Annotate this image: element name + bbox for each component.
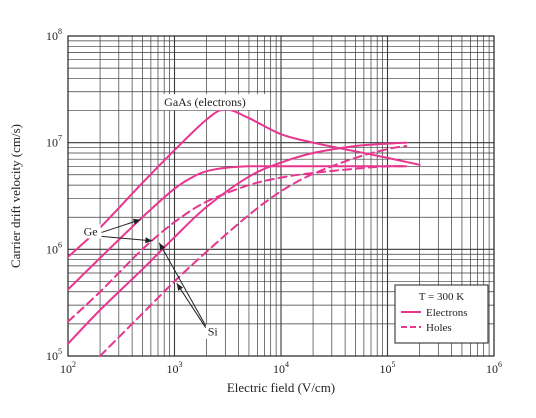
annotation-arrow [176,283,207,328]
annotation-arrowhead [145,237,153,244]
series-line-ge-holes [67,165,408,323]
series [67,108,421,357]
annotation-arrow [101,235,153,242]
x-tick-exponent: 6 [498,360,502,369]
y-tick-exponent: 5 [58,347,62,356]
series-line-gaas-electrons [67,108,421,258]
annotation-gaas: GaAs (electrons) [164,95,246,109]
x-tick-label: 102 [60,360,76,376]
ge-label-backdrop [80,224,101,239]
plot-frame [67,35,495,357]
annotation-arrowhead [133,218,141,225]
series-line-si-electrons [67,141,408,345]
x-tick-exponent: 4 [285,360,289,369]
annotation-arrowhead [176,283,184,291]
series-line-si-holes [99,145,408,357]
y-tick-label: 107 [46,134,62,150]
x-tick-label: 103 [167,360,183,376]
y-tick-exponent: 7 [58,134,62,143]
legend-label-electrons: Electrons [426,307,468,319]
annotation-si: Si [208,325,219,339]
si-label-backdrop [204,324,222,339]
gaas-label-backdrop [162,94,271,111]
y-tick-base: 10 [46,349,58,363]
y-tick-exponent: 8 [58,27,62,36]
x-tick-label: 106 [486,360,502,376]
x-tick-base: 10 [273,362,285,376]
annotation-arrow [158,242,207,326]
annotation-ge: Ge [84,224,98,238]
y-axis-label: Carrier drift velocity (cm/s) [8,124,23,268]
y-tick-base: 10 [46,29,58,43]
annotations: GaAs (electrons) Ge Si [80,94,271,339]
y-tick-exponent: 6 [58,240,62,249]
legend-title: T = 300 K [419,291,464,303]
legend: T = 300 K Electrons Holes [394,284,489,344]
y-tick-base: 10 [46,136,58,150]
x-tick-base: 10 [486,362,498,376]
legend-box [394,284,489,344]
x-tick-base: 10 [380,362,392,376]
x-tick-base: 10 [167,362,179,376]
x-tick-base: 10 [60,362,72,376]
x-tick-label: 104 [273,360,289,376]
x-tick-label: 105 [380,360,396,376]
x-tick-exponent: 2 [72,360,76,369]
annotation-arrowhead [159,242,166,251]
x-tick-exponent: 3 [179,360,183,369]
y-tick-label: 106 [46,240,62,256]
legend-label-holes: Holes [426,322,452,334]
x-axis-label: Electric field (V/cm) [227,380,335,395]
x-tick-exponent: 5 [392,360,396,369]
y-tick-label: 105 [46,347,62,363]
y-tick-base: 10 [46,242,58,256]
y-tick-label: 108 [46,27,62,43]
